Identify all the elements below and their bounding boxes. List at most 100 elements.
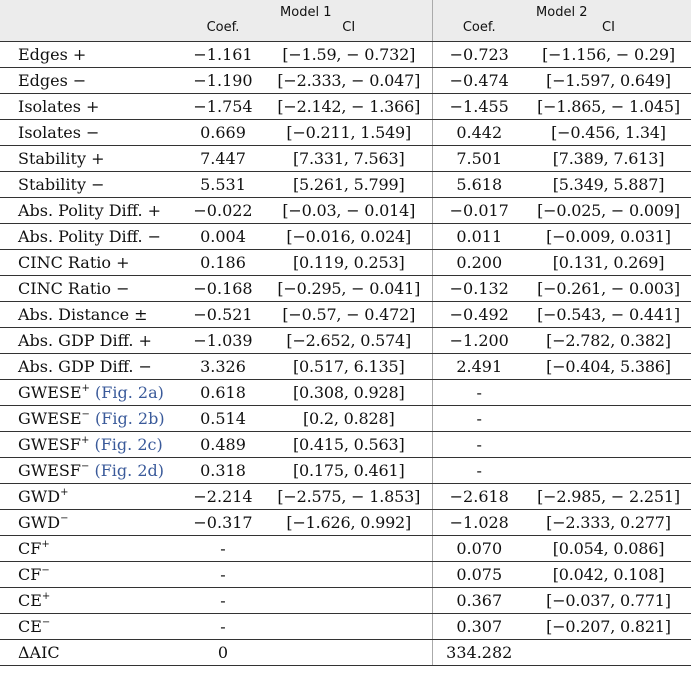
model2-ci-cell: [526, 431, 691, 458]
row-label-text: Edges +: [18, 45, 87, 64]
model2-ci-cell: [−0.207, 0.821]: [526, 613, 691, 640]
row-label-superscript: −: [41, 564, 50, 576]
row-label-superscript: +: [60, 486, 69, 498]
model2-ci-cell: [526, 457, 691, 484]
model2-coef-cell: 0.011: [431, 223, 526, 250]
empty-label-header: [0, 20, 180, 42]
row-label: Stability +: [0, 145, 180, 172]
figure-reference-link[interactable]: (Fig. 2b): [89, 409, 165, 428]
model2-coef-cell: 2.491: [431, 353, 526, 380]
model1-header: Model 1: [180, 0, 432, 20]
row-label-superscript: −: [41, 616, 51, 628]
row-label: CE−: [0, 613, 180, 640]
row-label: GWD+: [0, 483, 180, 510]
model2-coef-cell: 0.070: [431, 535, 526, 562]
model1-coef-cell: −0.022: [180, 197, 266, 224]
model1-coef-cell: 0.004: [180, 223, 266, 250]
row-label: ΔAIC: [0, 639, 180, 666]
model2-coef-cell: 0.442: [431, 119, 526, 146]
model1-ci-cell: [−0.03, − 0.014]: [266, 197, 432, 224]
model1-ci-cell: [5.261, 5.799]: [266, 171, 432, 198]
table-row: GWESE+ (Fig. 2a) 0.618 [0.308, 0.928] -: [0, 379, 691, 406]
row-label-text: GWD: [18, 513, 61, 532]
table-row: Abs. GDP Diff. + −1.039 [−2.652, 0.574] −1.…: [0, 327, 691, 354]
model2-coef-cell: −1.455: [431, 93, 526, 120]
model1-ci-header: CI: [266, 20, 432, 42]
model2-ci-cell: [−0.261, − 0.003]: [526, 275, 691, 302]
model1-coef-cell: 0.514: [180, 405, 266, 432]
model1-coef-cell: −2.214: [180, 483, 266, 510]
model1-coef-cell: -: [180, 535, 266, 562]
model2-coef-cell: -: [431, 457, 526, 484]
model2-ci-cell: [−0.404, 5.386]: [526, 353, 691, 380]
model2-coef-cell: 334.282: [431, 639, 526, 666]
model2-coef-cell: −2.618: [431, 483, 526, 510]
model1-coef-cell: -: [180, 587, 266, 614]
row-label: CF−: [0, 561, 180, 588]
model1-ci-cell: [0.308, 0.928]: [266, 379, 432, 406]
row-label: CINC Ratio +: [0, 249, 180, 276]
row-label: Stability −: [0, 171, 180, 198]
model1-coef-cell: 5.531: [180, 171, 266, 198]
model1-ci-cell: [−2.575, − 1.853]: [266, 483, 432, 510]
table-row: Abs. Polity Diff. + −0.022 [−0.03, − 0.014…: [0, 197, 691, 224]
row-label-text: GWD: [18, 487, 61, 506]
model1-ci-cell: [0.2, 0.828]: [266, 405, 432, 432]
model1-coef-cell: 3.326: [180, 353, 266, 380]
model1-coef-cell: 0.669: [180, 119, 266, 146]
table-row: CF− -0.075 [0.042, 0.108]: [0, 561, 691, 588]
row-label: GWESF− (Fig. 2d): [0, 457, 180, 484]
row-label-text: Isolates +: [18, 97, 100, 116]
figure-reference-link[interactable]: (Fig. 2c): [89, 435, 163, 454]
model1-ci-cell: [266, 535, 432, 562]
figure-reference-link[interactable]: (Fig. 2a): [89, 383, 164, 402]
model2-coef-cell: −1.200: [431, 327, 526, 354]
table-body: Edges + −1.161 [−1.59, − 0.732] −0.723 [−1.1…: [0, 41, 691, 666]
model1-ci-cell: [−1.626, 0.992]: [266, 509, 432, 536]
row-label: GWESE− (Fig. 2b): [0, 405, 180, 432]
row-label-text: CE: [18, 617, 42, 636]
table-row: ΔAIC 0 334.282: [0, 639, 691, 666]
model1-coef-header: Coef.: [180, 20, 266, 42]
row-label: CF+: [0, 535, 180, 562]
figure-reference-link[interactable]: (Fig. 2d): [89, 461, 164, 480]
model1-ci-cell: [−0.211, 1.549]: [266, 119, 432, 146]
model1-ci-cell: [0.415, 0.563]: [266, 431, 432, 458]
table-row: GWD+ −2.214 [−2.575, − 1.853] −2.618 [−2.985…: [0, 483, 691, 510]
row-label-text: Edges −: [18, 71, 87, 90]
row-label: Edges −: [0, 67, 180, 94]
model1-ci-cell: [266, 561, 432, 588]
model1-ci-cell: [−2.142, − 1.366]: [266, 93, 432, 120]
model2-coef-cell: -: [431, 431, 526, 458]
table-row: Abs. Polity Diff. − 0.004 [−0.016, 0.024] 0…: [0, 223, 691, 250]
model2-coef-cell: −0.132: [431, 275, 526, 302]
row-label: Isolates −: [0, 119, 180, 146]
model1-ci-cell: [−0.016, 0.024]: [266, 223, 432, 250]
model1-coef-cell: 7.447: [180, 145, 266, 172]
model2-ci-cell: [−0.456, 1.34]: [526, 119, 691, 146]
table-row: CINC Ratio + 0.186 [0.119, 0.253] 0.200 [0.1…: [0, 249, 691, 276]
model2-ci-cell: [−1.156, − 0.29]: [526, 41, 691, 68]
model2-ci-cell: [5.349, 5.887]: [526, 171, 691, 198]
model1-ci-cell: [266, 613, 432, 640]
model1-coef-cell: −1.190: [180, 67, 266, 94]
model1-ci-cell: [0.517, 6.135]: [266, 353, 432, 380]
model1-coef-cell: −0.521: [180, 301, 266, 328]
table-row: Abs. GDP Diff. − 3.326 [0.517, 6.135] 2.491…: [0, 353, 691, 380]
model2-coef-cell: 0.075: [431, 561, 526, 588]
table-row: Isolates + −1.754 [−2.142, − 1.366] −1.455[…: [0, 93, 691, 120]
row-label-superscript: −: [81, 408, 90, 420]
model1-coef-cell: −1.039: [180, 327, 266, 354]
model1-coef-cell: 0.318: [180, 457, 266, 484]
model2-coef-cell: 7.501: [431, 145, 526, 172]
row-label-text: Stability +: [18, 149, 105, 168]
row-label-superscript: +: [41, 590, 51, 602]
model2-coef-cell: 5.618: [431, 171, 526, 198]
model1-ci-cell: [−0.57, − 0.472]: [266, 301, 432, 328]
model2-ci-cell: [0.042, 0.108]: [526, 561, 691, 588]
model1-ci-cell: [266, 587, 432, 614]
table-row: CE+ -0.367 [−0.037, 0.771]: [0, 587, 691, 614]
model2-coef-header: Coef.: [431, 20, 526, 42]
model2-ci-cell: [7.389, 7.613]: [526, 145, 691, 172]
